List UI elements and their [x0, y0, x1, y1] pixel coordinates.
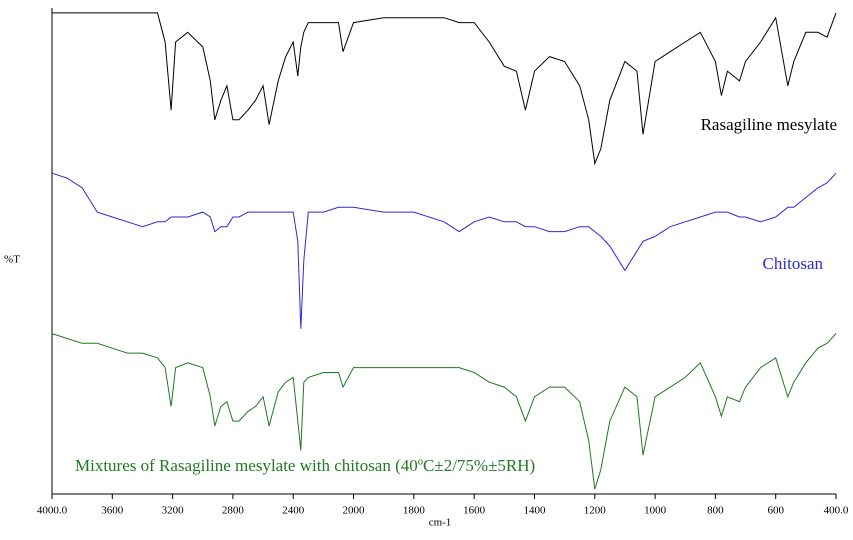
x-tick-label: 400.0: [824, 505, 849, 517]
x-tick-label: 3200: [162, 505, 185, 517]
series-label: Mixtures of Rasagiline mesylate with chi…: [75, 456, 535, 475]
series-label: Rasagiline mesylate: [701, 115, 837, 134]
x-tick-label: 600: [767, 505, 784, 517]
spectrum-line: [51, 333, 837, 490]
x-tick-label: 2400: [282, 505, 305, 517]
spectrum-line: [51, 172, 837, 329]
x-tick-label: 3600: [101, 505, 124, 517]
y-axis-label: %T: [4, 254, 20, 266]
x-tick-label: 1000: [644, 505, 667, 517]
x-tick-label: 1600: [463, 505, 486, 517]
x-tick-label: 2800: [222, 505, 245, 517]
spectrum-line: [52, 12, 837, 166]
x-tick-label: 800: [707, 505, 724, 517]
x-axis-label: cm-1: [429, 517, 452, 529]
x-tick-label: 4000.0: [37, 505, 68, 517]
series-label: Chitosan: [763, 254, 824, 273]
x-tick-label: 1400: [523, 505, 546, 517]
x-tick-label: 1200: [584, 505, 607, 517]
x-tick-label: 2000: [343, 505, 366, 517]
x-tick-label: 1800: [403, 505, 426, 517]
